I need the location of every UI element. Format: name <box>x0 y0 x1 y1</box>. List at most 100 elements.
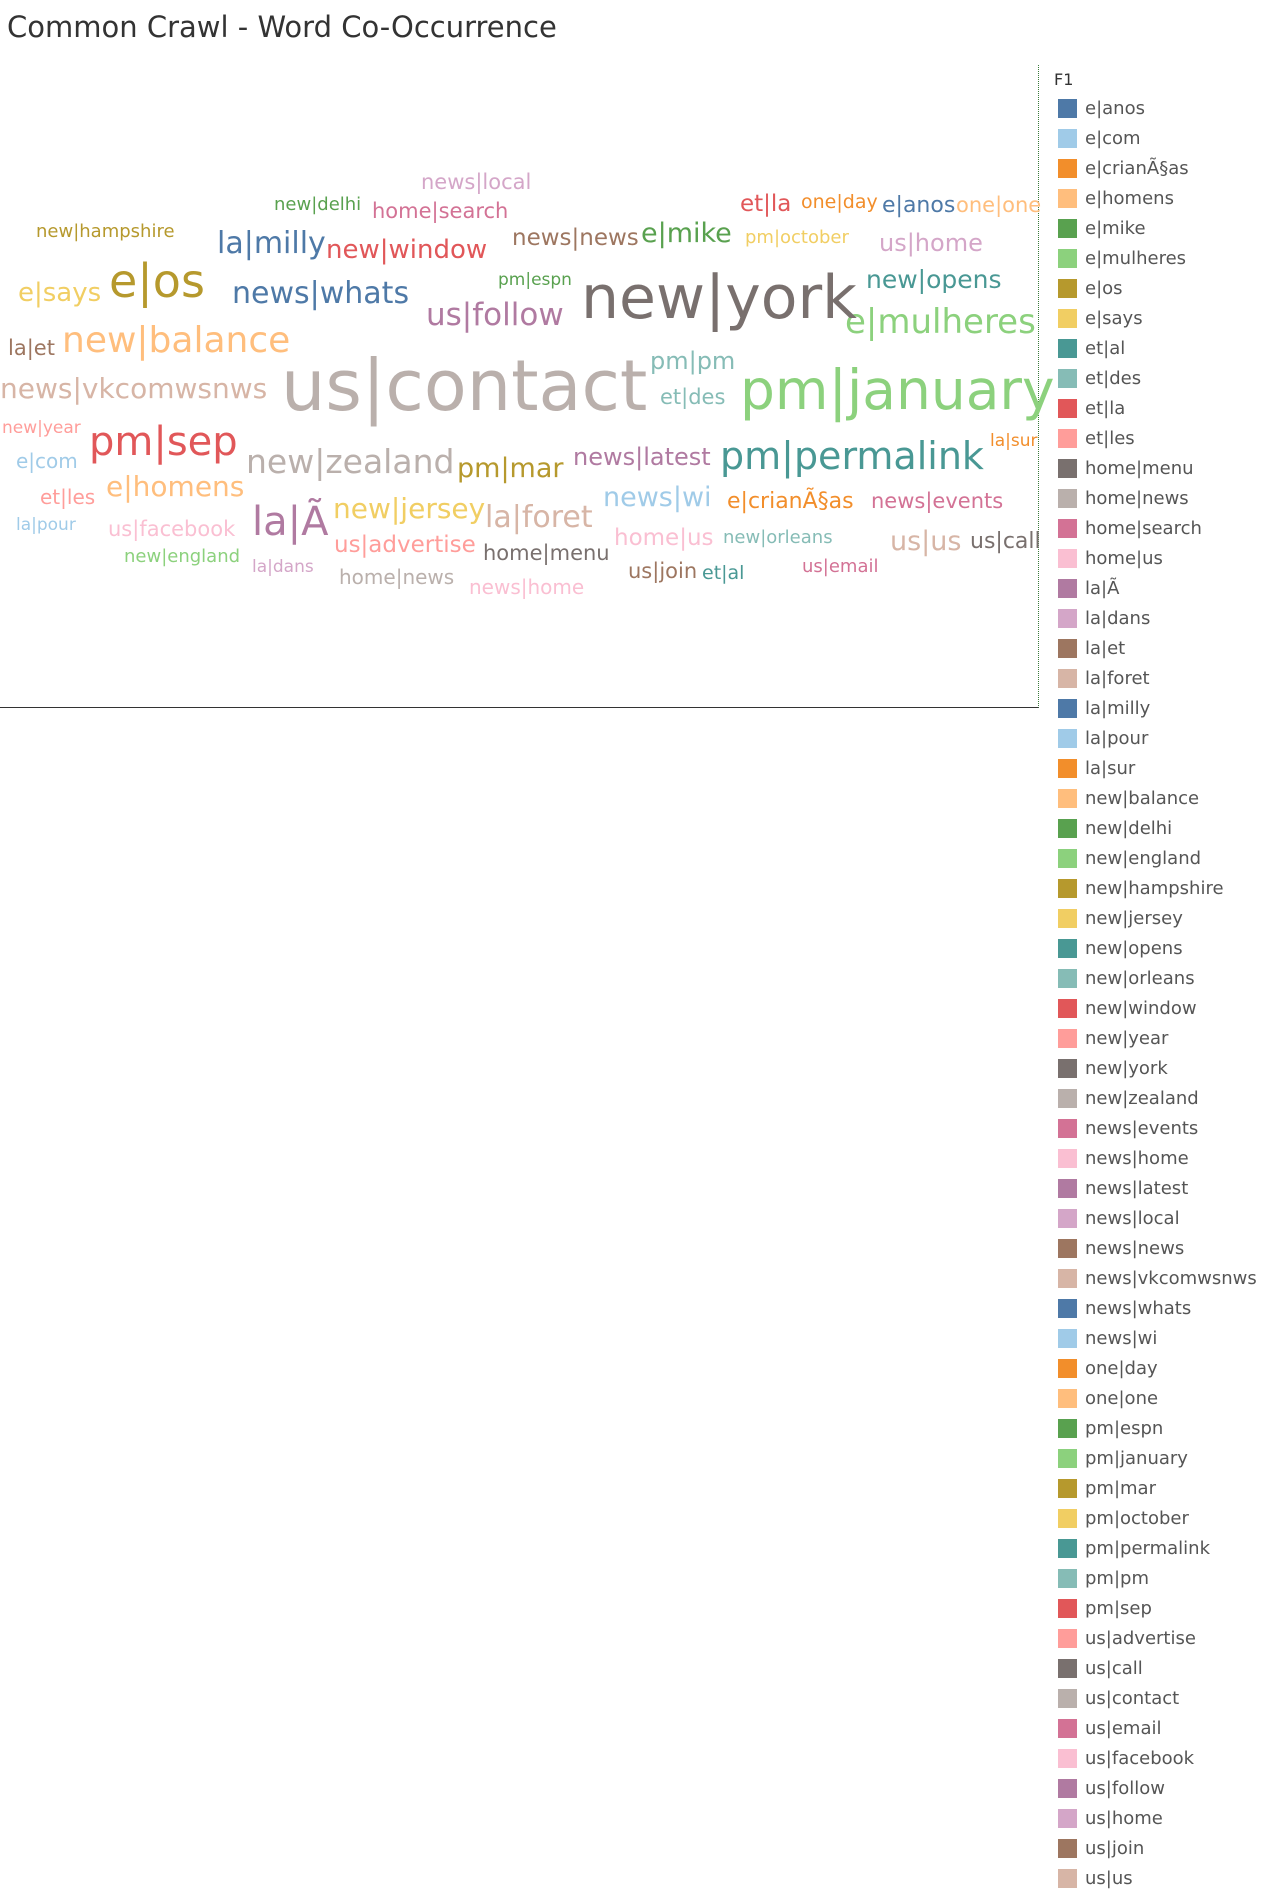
legend-swatch <box>1058 1359 1077 1378</box>
legend-item[interactable]: pm|mar <box>1054 1473 1156 1503</box>
legend-item[interactable]: e|os <box>1054 273 1123 303</box>
legend-item[interactable]: us|email <box>1054 1713 1162 1743</box>
legend-swatch <box>1058 1869 1077 1888</box>
legend-item[interactable]: e|homens <box>1054 183 1174 213</box>
legend-item[interactable]: us|join <box>1054 1833 1144 1863</box>
legend-item[interactable]: news|wi <box>1054 1323 1157 1353</box>
cloud-word: news|events <box>871 489 1003 514</box>
legend-item[interactable]: la|pour <box>1054 723 1148 753</box>
legend-swatch <box>1058 729 1077 748</box>
legend-label: et|des <box>1085 368 1142 389</box>
legend-label: new|jersey <box>1085 908 1183 929</box>
legend-label: new|window <box>1085 998 1197 1019</box>
legend-item[interactable]: new|zealand <box>1054 1083 1199 1113</box>
legend-swatch <box>1058 1809 1077 1828</box>
legend-item[interactable]: et|al <box>1054 333 1125 363</box>
legend-swatch <box>1058 999 1077 1018</box>
legend-item[interactable]: news|events <box>1054 1113 1198 1143</box>
legend-item[interactable]: e|mulheres <box>1054 243 1186 273</box>
legend-item[interactable]: home|search <box>1054 513 1202 543</box>
legend-item[interactable]: e|mike <box>1054 213 1146 243</box>
legend-item[interactable]: new|hampshire <box>1054 873 1224 903</box>
legend-item[interactable]: e|crianÃ§as <box>1054 153 1189 183</box>
legend-label: new|opens <box>1085 938 1183 959</box>
legend-item[interactable]: la|sur <box>1054 753 1135 783</box>
legend-item[interactable]: et|la <box>1054 393 1125 423</box>
legend-item[interactable]: et|des <box>1054 363 1141 393</box>
legend-item[interactable]: la|dans <box>1054 603 1150 633</box>
legend-label: us|email <box>1085 1718 1162 1739</box>
legend-item[interactable]: e|com <box>1054 123 1141 153</box>
cloud-word: pm|pm <box>650 347 735 375</box>
legend-swatch <box>1058 1689 1077 1708</box>
cloud-word: news|latest <box>573 443 711 471</box>
legend-swatch <box>1058 1029 1077 1048</box>
legend-label: la|foret <box>1085 668 1150 689</box>
legend-item[interactable]: us|facebook <box>1054 1743 1194 1773</box>
chart-title: Common Crawl - Word Co-Occurrence <box>7 10 557 44</box>
legend-item[interactable]: news|whats <box>1054 1293 1191 1323</box>
legend-label: pm|january <box>1085 1448 1188 1469</box>
legend-item[interactable]: us|us <box>1054 1863 1133 1893</box>
legend-item[interactable]: news|latest <box>1054 1173 1188 1203</box>
legend-item[interactable]: home|us <box>1054 543 1163 573</box>
legend-label: news|whats <box>1085 1298 1192 1319</box>
legend-item[interactable]: pm|october <box>1054 1503 1189 1533</box>
legend-swatch <box>1058 1389 1077 1408</box>
legend-item[interactable]: new|york <box>1054 1053 1168 1083</box>
legend-item[interactable]: new|balance <box>1054 783 1199 813</box>
legend-item[interactable]: new|orleans <box>1054 963 1195 993</box>
legend-swatch <box>1058 1839 1077 1858</box>
legend-item[interactable]: us|home <box>1054 1803 1163 1833</box>
legend-item[interactable]: la|Ã <box>1054 573 1119 603</box>
legend-item[interactable]: new|jersey <box>1054 903 1183 933</box>
legend-item[interactable]: us|follow <box>1054 1773 1165 1803</box>
legend-item[interactable]: new|window <box>1054 993 1197 1023</box>
legend-item[interactable]: pm|january <box>1054 1443 1188 1473</box>
legend-item[interactable]: e|anos <box>1054 93 1145 123</box>
cloud-word: et|la <box>740 191 791 217</box>
legend-swatch <box>1058 1239 1077 1258</box>
legend-item[interactable]: new|delhi <box>1054 813 1172 843</box>
legend-item[interactable]: pm|pm <box>1054 1563 1149 1593</box>
cloud-word: et|des <box>660 385 725 410</box>
legend-swatch <box>1058 609 1077 628</box>
legend-item[interactable]: new|year <box>1054 1023 1168 1053</box>
legend-item[interactable]: us|call <box>1054 1653 1143 1683</box>
legend-item[interactable]: et|les <box>1054 423 1135 453</box>
legend-swatch <box>1058 1059 1077 1078</box>
cloud-word: us|us <box>890 526 961 557</box>
legend-label: new|hampshire <box>1085 878 1224 899</box>
word-cloud-frame <box>0 65 1039 708</box>
legend-swatch <box>1058 1299 1077 1318</box>
legend-swatch <box>1058 819 1077 838</box>
legend-item[interactable]: news|home <box>1054 1143 1189 1173</box>
legend-item[interactable]: la|et <box>1054 633 1125 663</box>
cloud-word: la|Ã <box>252 497 329 545</box>
cloud-word: new|opens <box>866 265 1002 294</box>
legend-item[interactable]: pm|espn <box>1054 1413 1163 1443</box>
legend-item[interactable]: la|milly <box>1054 693 1150 723</box>
legend-item[interactable]: news|news <box>1054 1233 1184 1263</box>
legend-item[interactable]: news|local <box>1054 1203 1180 1233</box>
legend-item[interactable]: us|advertise <box>1054 1623 1196 1653</box>
legend-item[interactable]: us|contact <box>1054 1683 1179 1713</box>
legend-item[interactable]: one|day <box>1054 1353 1158 1383</box>
cloud-word: us|facebook <box>108 517 236 542</box>
cloud-word: us|follow <box>426 297 564 333</box>
legend-label: e|mike <box>1085 218 1146 239</box>
cloud-word: news|home <box>469 575 584 599</box>
legend-item[interactable]: one|one <box>1054 1383 1158 1413</box>
legend-item[interactable]: la|foret <box>1054 663 1150 693</box>
legend-item[interactable]: e|says <box>1054 303 1143 333</box>
legend-item[interactable]: news|vkcomwsnws <box>1054 1263 1257 1293</box>
legend-item[interactable]: pm|sep <box>1054 1593 1152 1623</box>
legend-swatch <box>1058 519 1077 538</box>
legend-item[interactable]: new|england <box>1054 843 1201 873</box>
legend-item[interactable]: home|menu <box>1054 453 1194 483</box>
legend-swatch <box>1058 549 1077 568</box>
legend-item[interactable]: home|news <box>1054 483 1189 513</box>
legend-item[interactable]: new|opens <box>1054 933 1183 963</box>
legend-item[interactable]: pm|permalink <box>1054 1533 1210 1563</box>
legend-swatch <box>1058 1149 1077 1168</box>
